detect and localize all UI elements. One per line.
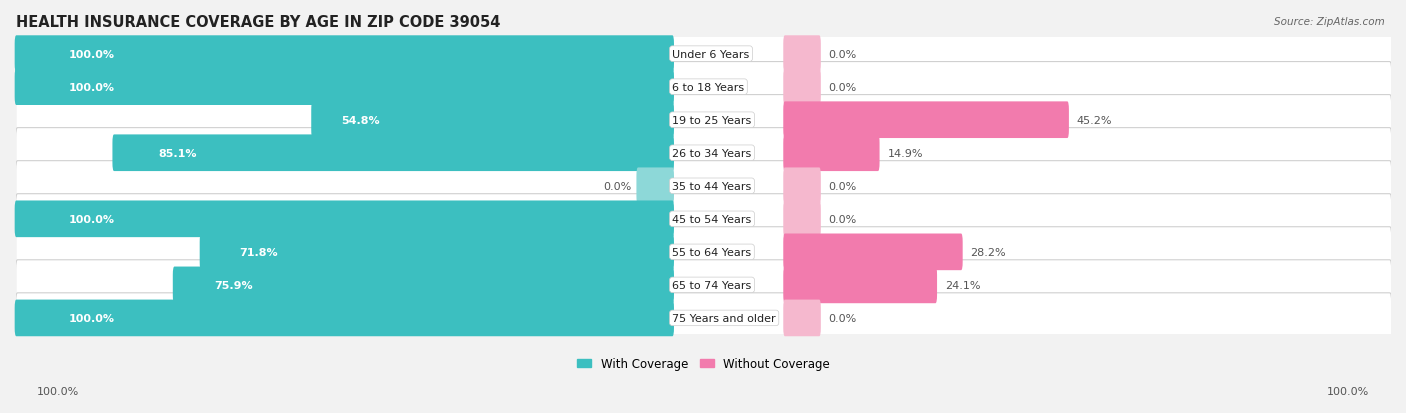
Text: 54.8%: 54.8% [342, 115, 380, 126]
Text: 0.0%: 0.0% [828, 83, 856, 93]
Text: 6 to 18 Years: 6 to 18 Years [672, 83, 745, 93]
Text: 100.0%: 100.0% [69, 50, 115, 59]
Text: 45 to 54 Years: 45 to 54 Years [672, 214, 752, 224]
FancyBboxPatch shape [783, 267, 936, 304]
FancyBboxPatch shape [14, 36, 673, 73]
FancyBboxPatch shape [200, 234, 673, 271]
Text: 100.0%: 100.0% [69, 83, 115, 93]
FancyBboxPatch shape [15, 194, 1392, 244]
Text: 0.0%: 0.0% [828, 50, 856, 59]
FancyBboxPatch shape [783, 201, 821, 237]
Text: 75 Years and older: 75 Years and older [672, 313, 776, 323]
Text: 100.0%: 100.0% [37, 387, 79, 396]
FancyBboxPatch shape [783, 69, 821, 106]
Text: 45.2%: 45.2% [1077, 115, 1112, 126]
Text: 28.2%: 28.2% [970, 247, 1007, 257]
FancyBboxPatch shape [637, 168, 673, 204]
FancyBboxPatch shape [15, 29, 1392, 80]
FancyBboxPatch shape [14, 69, 673, 106]
Text: 75.9%: 75.9% [214, 280, 253, 290]
Text: 100.0%: 100.0% [69, 313, 115, 323]
Text: 85.1%: 85.1% [159, 148, 197, 158]
FancyBboxPatch shape [783, 300, 821, 337]
Text: 55 to 64 Years: 55 to 64 Years [672, 247, 752, 257]
Legend: With Coverage, Without Coverage: With Coverage, Without Coverage [576, 357, 830, 370]
FancyBboxPatch shape [783, 36, 821, 73]
Text: 100.0%: 100.0% [1327, 387, 1369, 396]
FancyBboxPatch shape [15, 128, 1392, 178]
Text: 26 to 34 Years: 26 to 34 Years [672, 148, 752, 158]
Text: 19 to 25 Years: 19 to 25 Years [672, 115, 752, 126]
Text: 0.0%: 0.0% [828, 214, 856, 224]
Text: 71.8%: 71.8% [239, 247, 277, 257]
FancyBboxPatch shape [15, 293, 1392, 343]
Text: 0.0%: 0.0% [828, 181, 856, 191]
Text: HEALTH INSURANCE COVERAGE BY AGE IN ZIP CODE 39054: HEALTH INSURANCE COVERAGE BY AGE IN ZIP … [17, 15, 501, 30]
FancyBboxPatch shape [783, 102, 1069, 139]
Text: 24.1%: 24.1% [945, 280, 980, 290]
FancyBboxPatch shape [15, 161, 1392, 211]
Text: 65 to 74 Years: 65 to 74 Years [672, 280, 752, 290]
FancyBboxPatch shape [173, 267, 673, 304]
Text: Under 6 Years: Under 6 Years [672, 50, 749, 59]
FancyBboxPatch shape [783, 234, 963, 271]
FancyBboxPatch shape [783, 135, 880, 172]
Text: 35 to 44 Years: 35 to 44 Years [672, 181, 752, 191]
FancyBboxPatch shape [15, 260, 1392, 310]
FancyBboxPatch shape [311, 102, 673, 139]
Text: 0.0%: 0.0% [828, 313, 856, 323]
FancyBboxPatch shape [14, 300, 673, 337]
Text: 100.0%: 100.0% [69, 214, 115, 224]
Text: 0.0%: 0.0% [603, 181, 631, 191]
FancyBboxPatch shape [112, 135, 673, 172]
FancyBboxPatch shape [15, 95, 1392, 145]
FancyBboxPatch shape [783, 168, 821, 204]
FancyBboxPatch shape [15, 62, 1392, 112]
FancyBboxPatch shape [14, 201, 673, 237]
Text: 14.9%: 14.9% [887, 148, 922, 158]
FancyBboxPatch shape [15, 227, 1392, 277]
Text: Source: ZipAtlas.com: Source: ZipAtlas.com [1274, 17, 1385, 26]
